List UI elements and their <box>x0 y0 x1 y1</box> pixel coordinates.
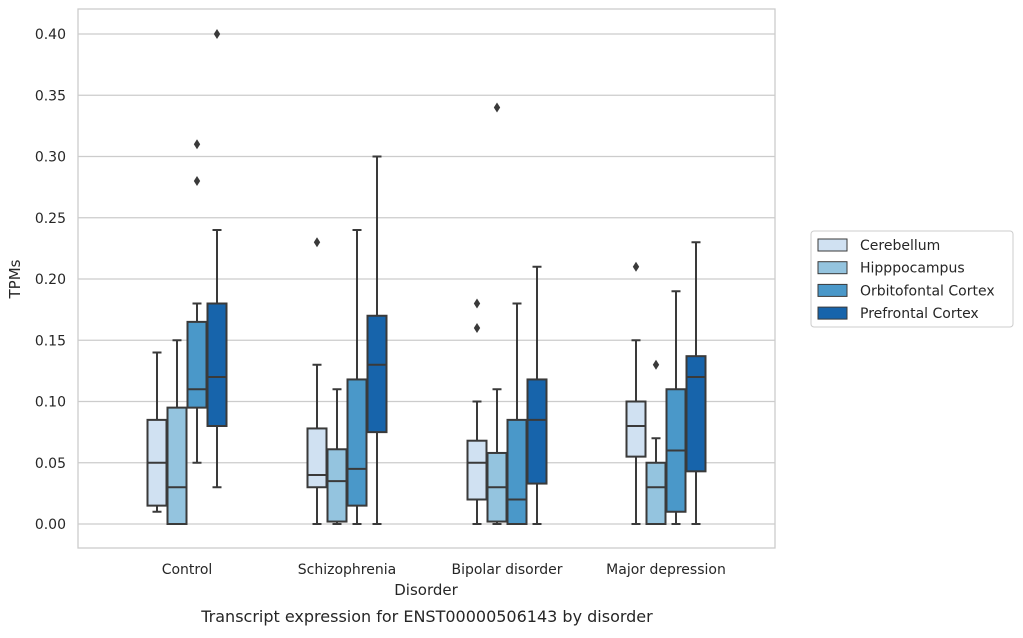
outlier-point <box>193 139 201 150</box>
box-body <box>306 427 328 489</box>
chart-caption: Transcript expression for ENST0000050614… <box>200 607 653 626</box>
box-0-3 <box>625 261 647 525</box>
y-tick-labels: 0.00 0.05 0.10 0.15 0.20 0.25 0.30 0.35 0.40 <box>35 27 66 533</box>
box-body <box>366 314 388 434</box>
y-tick-label: 0.05 <box>35 456 66 472</box>
box-1-1 <box>326 388 348 525</box>
x-tick-label: Control <box>162 562 213 578</box>
box-2-2 <box>506 302 528 525</box>
box-body <box>645 461 667 525</box>
box-body <box>685 355 707 473</box>
legend-label: Prefrontal Cortex <box>860 306 979 322</box>
box-3-0 <box>206 29 228 489</box>
box-0-1 <box>306 237 328 525</box>
y-axis-label: TPMs <box>6 259 24 299</box>
legend-frame <box>810 230 1014 328</box>
x-axis-label: Disorder <box>394 581 458 599</box>
outlier-point <box>473 298 481 309</box>
box-body <box>526 378 548 485</box>
box-body <box>326 448 348 523</box>
outlier-point <box>213 29 221 39</box>
box-3-1 <box>366 155 388 525</box>
box-1-0 <box>166 339 188 525</box>
box-3-2 <box>526 265 548 525</box>
box-body <box>206 302 228 427</box>
x-tick-label: Schizophrenia <box>298 562 396 578</box>
box-0-0 <box>146 351 168 513</box>
boxes-layer <box>146 29 707 525</box>
box-body <box>506 418 528 525</box>
outlier-point <box>632 261 640 272</box>
legend-label: Orbitofontal Cortex <box>860 283 995 299</box>
y-tick-label: 0.35 <box>35 88 66 104</box>
outlier-point <box>313 237 321 248</box>
box-2-0 <box>186 139 208 464</box>
outlier-point <box>652 359 660 370</box>
y-tick-label: 0.10 <box>35 395 66 411</box>
legend: Cerebellum Hipppocampus Orbitofontal Corte… <box>810 230 1014 328</box>
y-tick-label: 0.30 <box>35 150 66 166</box>
box-2-3 <box>665 290 687 525</box>
box-2-1 <box>346 229 368 525</box>
legend-label: Cerebellum <box>860 238 940 254</box>
box-1-3 <box>645 359 667 525</box>
legend-swatch <box>817 238 848 252</box>
plot-area-frame <box>77 8 776 549</box>
y-tick-label: 0.15 <box>35 333 66 349</box>
y-tick-label: 0.25 <box>35 211 66 227</box>
outlier-point <box>493 102 501 113</box>
x-tick-label: Bipolar disorder <box>451 562 562 578</box>
legend-swatch <box>817 306 848 320</box>
y-tick-label: 0.40 <box>35 27 66 43</box>
box-body <box>166 406 188 525</box>
outlier-point <box>193 176 201 186</box>
x-tick-label: Major depression <box>606 562 726 578</box>
box-body <box>466 439 488 501</box>
legend-label: Hipppocampus <box>860 261 965 277</box>
box-0-2 <box>466 298 488 525</box>
legend-swatch <box>817 261 848 275</box>
box-3-3 <box>685 241 707 525</box>
y-tick-label: 0.20 <box>35 272 66 288</box>
y-tick-label: 0.00 <box>35 517 66 533</box>
legend-swatch <box>817 283 848 297</box>
outlier-point <box>473 323 481 333</box>
box-body <box>186 320 208 409</box>
box-body <box>625 400 647 458</box>
box-body <box>346 378 368 507</box>
x-tick-labels: Control Schizophrenia Bipolar disorder Majo… <box>162 562 726 578</box>
box-1-2 <box>486 102 508 525</box>
